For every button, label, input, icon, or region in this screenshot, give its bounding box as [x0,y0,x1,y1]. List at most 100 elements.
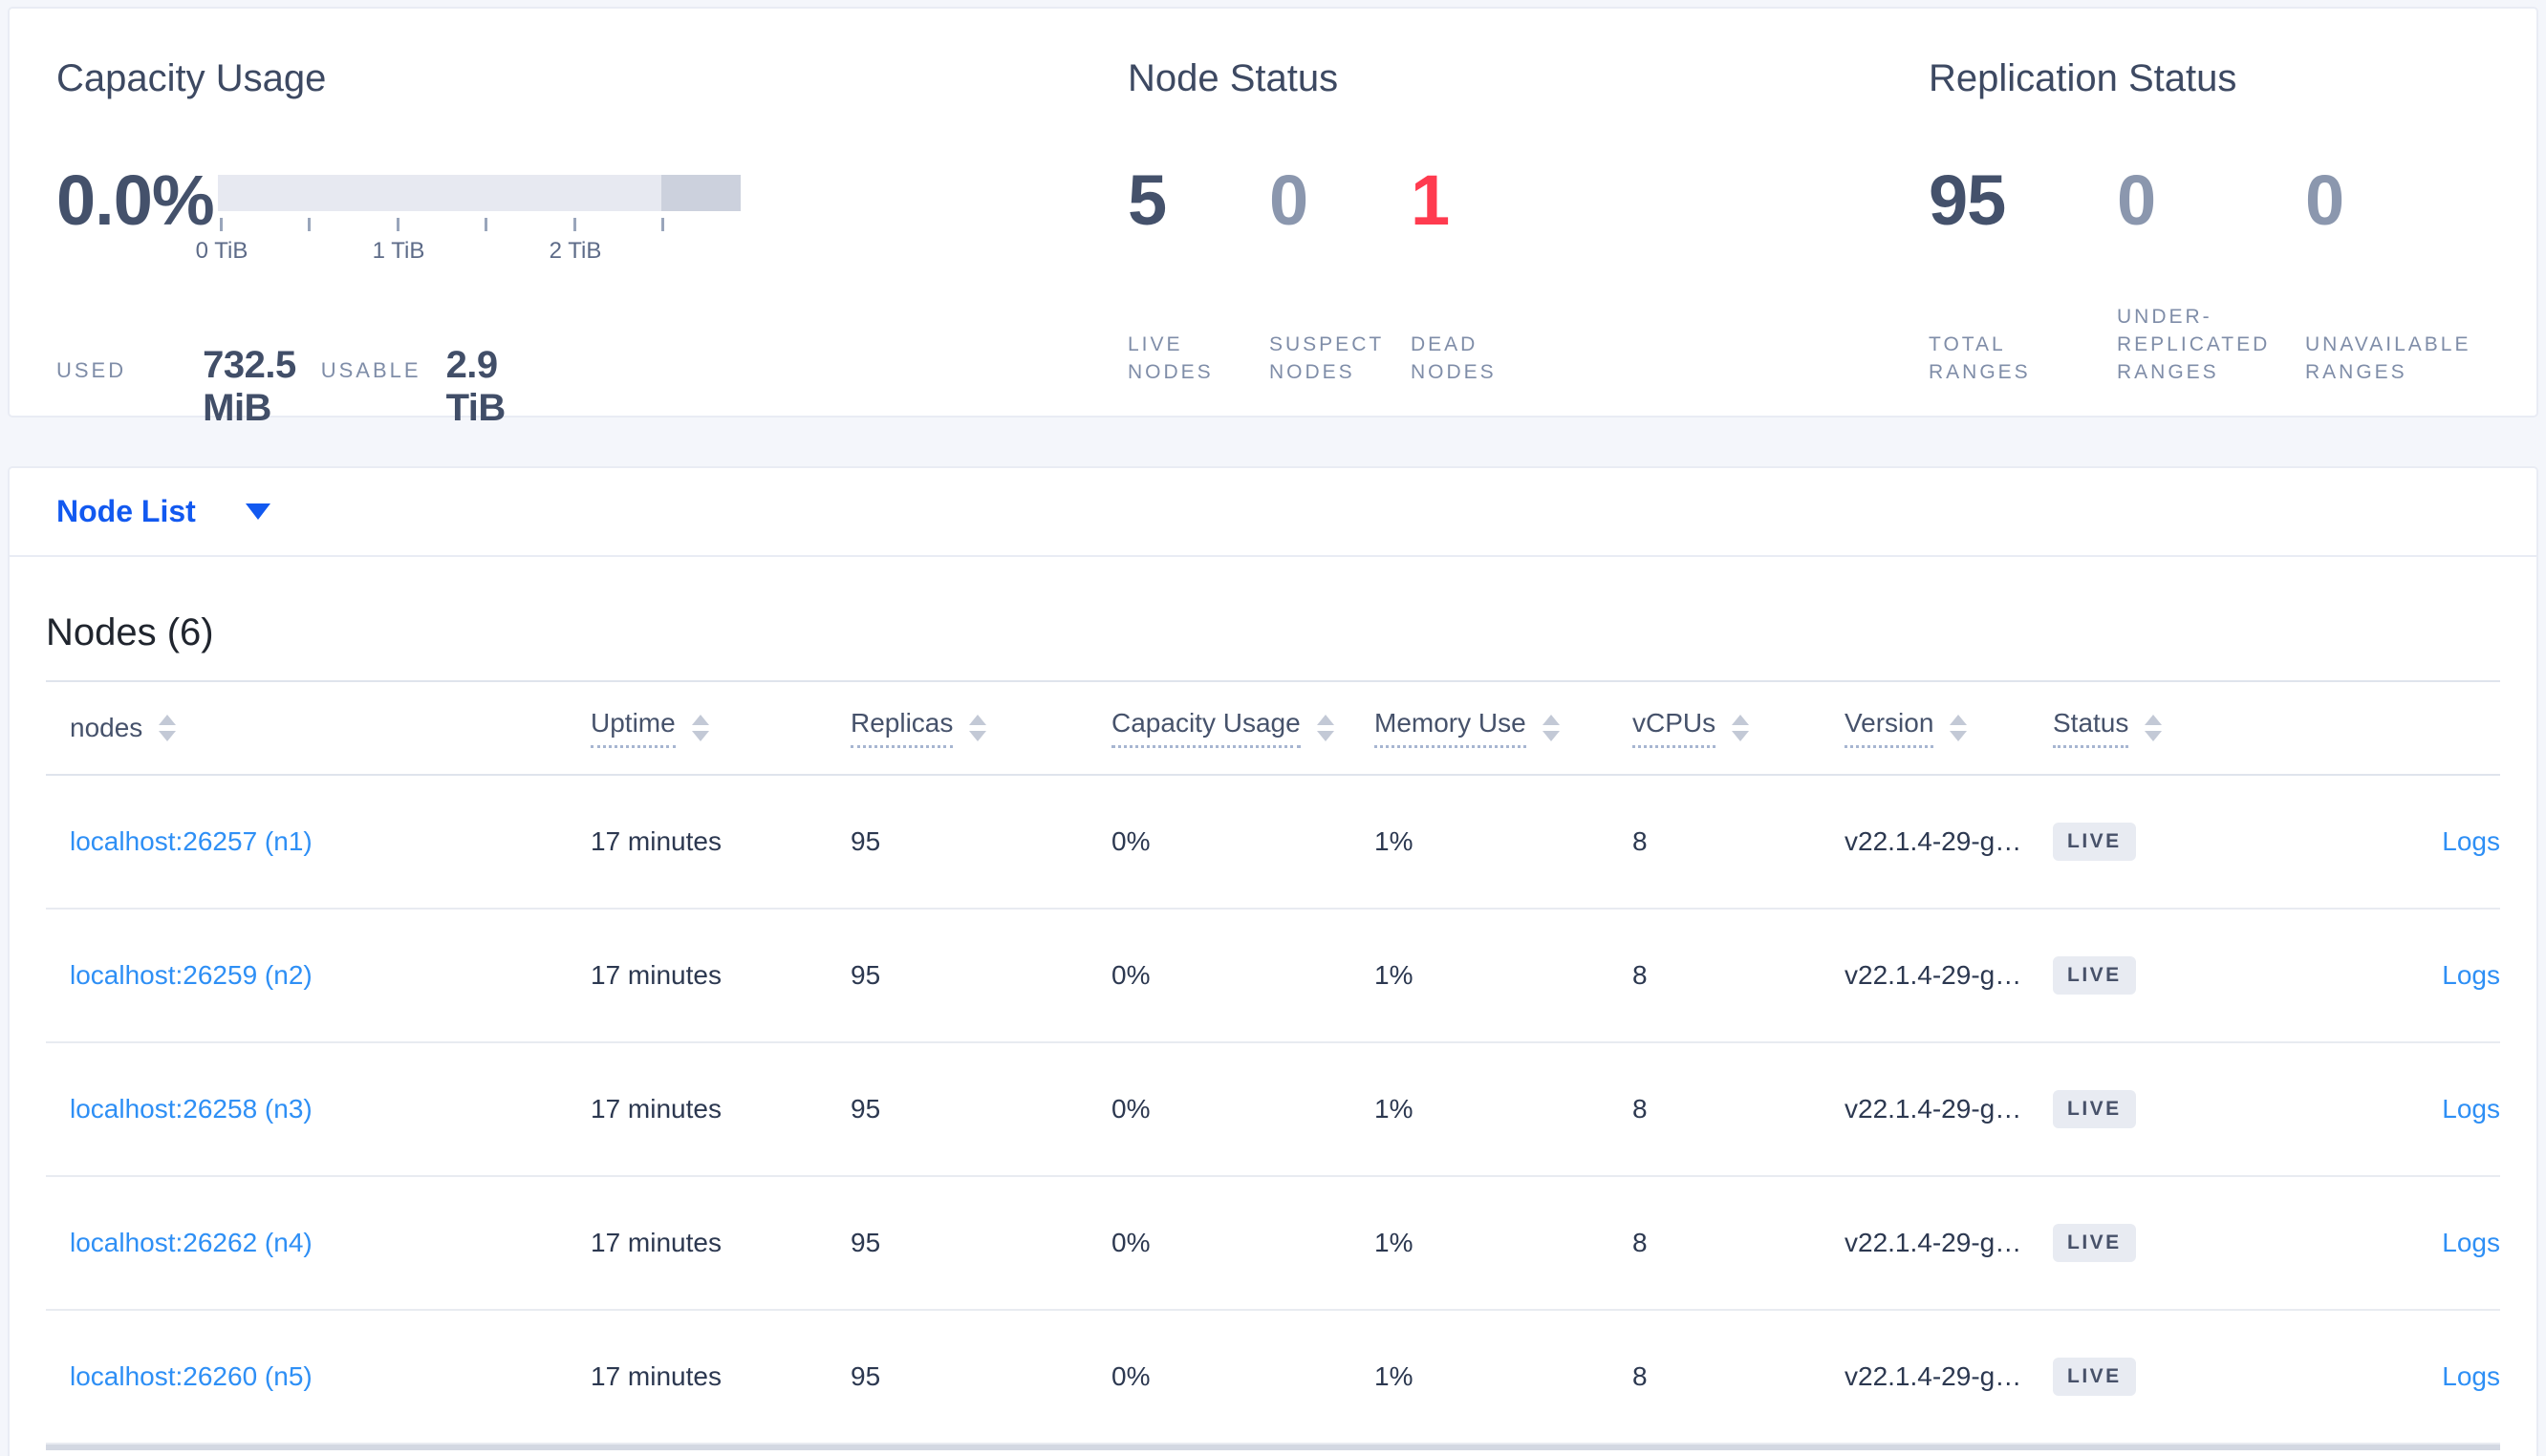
unavailable-ranges-metric: 0 UNAVAILABLE RANGES [2305,164,2493,386]
unavailable-count: 0 [2305,161,2344,240]
capacity-usage-cell: 0% [1111,826,1151,856]
logs-link[interactable]: Logs [2442,1228,2500,1257]
sort-icon[interactable] [969,715,987,741]
version-cell: v22.1.4-29-g… [1845,826,2022,856]
suspect-nodes-label: SUSPECT NODES [1269,333,1384,383]
version-cell: v22.1.4-29-g… [1845,1361,2022,1391]
column-header-uptime[interactable]: Uptime [591,708,851,748]
sort-icon[interactable] [1542,715,1560,741]
memory-use-cell: 1% [1374,826,1413,856]
version-cell: v22.1.4-29-g… [1845,1228,2022,1257]
logs-link[interactable]: Logs [2442,1361,2500,1391]
capacity-bar-usable-segment [218,175,661,211]
status-badge: LIVE [2053,1358,2136,1396]
dead-nodes-label: DEAD NODES [1411,333,1497,383]
table-row: localhost:26262 (n4) 17 minutes 95 0% 1%… [46,1177,2500,1311]
column-header-vcpus[interactable]: vCPUs [1632,708,1845,748]
memory-use-cell: 1% [1374,1094,1413,1124]
status-badge: LIVE [2053,1090,2136,1128]
uptime-cell: 17 minutes [591,960,722,990]
usable-value: 2.9 TiB [445,344,507,429]
vcpus-cell: 8 [1632,1228,1648,1257]
node-address-link[interactable]: localhost:26262 (n4) [70,1228,313,1257]
dead-nodes-metric: 1 DEAD NODES [1411,164,1552,386]
cluster-summary-card: Capacity Usage 0.0% 0 TiB 1 TiB [8,7,2538,429]
node-address-link[interactable]: localhost:26258 (n3) [70,1094,313,1124]
sort-icon[interactable] [1732,715,1750,741]
axis-tick [308,218,311,231]
column-header-replicas[interactable]: Replicas [851,708,1111,748]
table-row: localhost:26258 (n3) 17 minutes 95 0% 1%… [46,1043,2500,1177]
sort-icon[interactable] [2145,715,2163,741]
sort-icon[interactable] [159,715,177,741]
view-selector-label[interactable]: Node List [56,494,196,528]
suspect-nodes-count: 0 [1269,161,1308,240]
replicas-cell: 95 [851,1228,881,1257]
version-cell: v22.1.4-29-g… [1845,1094,2022,1124]
dead-nodes-count: 1 [1411,161,1450,240]
memory-use-cell: 1% [1374,960,1413,990]
usable-label: USABLE [320,358,421,382]
replicas-cell: 95 [851,1094,881,1124]
nodes-table-header: nodes Uptime Replicas Capacity Usage [46,680,2500,776]
vcpus-cell: 8 [1632,1361,1648,1391]
node-address-link[interactable]: localhost:26260 (n5) [70,1361,313,1391]
status-badge: LIVE [2053,1224,2136,1262]
under-replicated-ranges-metric: 0 UNDER-REPLICATED RANGES [2117,164,2305,386]
capacity-usage-cell: 0% [1111,960,1151,990]
replication-status-section: Replication Status 95 TOTAL RANGES 0 UND… [1929,57,2468,383]
sort-icon[interactable] [1950,715,1968,741]
table-bottom-scrollbar[interactable] [46,1445,2500,1450]
axis-tick [397,218,399,231]
capacity-percent-value: 0.0% [56,161,215,240]
capacity-usage-cell: 0% [1111,1361,1151,1391]
sort-icon[interactable] [691,715,709,741]
total-ranges-count: 95 [1929,161,2006,240]
capacity-usage-cell: 0% [1111,1228,1151,1257]
node-status-title: Node Status [1128,57,1339,99]
axis-tick [220,218,223,231]
replicas-cell: 95 [851,1361,881,1391]
sort-icon[interactable] [1316,715,1334,741]
memory-use-cell: 1% [1374,1228,1413,1257]
column-header-capacity-usage[interactable]: Capacity Usage [1111,708,1374,748]
column-header-memory-use[interactable]: Memory Use [1374,708,1632,748]
version-cell: v22.1.4-29-g… [1845,960,2022,990]
used-value: 732.5 MiB [203,344,296,429]
axis-tick [485,218,487,231]
uptime-cell: 17 minutes [591,1094,722,1124]
vcpus-cell: 8 [1632,960,1648,990]
node-address-link[interactable]: localhost:26259 (n2) [70,960,313,990]
used-label: USED [56,358,127,382]
live-nodes-metric: 5 LIVE NODES [1128,164,1269,386]
uptime-cell: 17 minutes [591,1228,722,1257]
uptime-cell: 17 minutes [591,826,722,856]
suspect-nodes-metric: 0 SUSPECT NODES [1269,164,1411,386]
column-header-version[interactable]: Version [1845,708,2053,748]
unavailable-label: UNAVAILABLE RANGES [2305,333,2471,383]
nodes-title: Nodes (6) [46,611,214,653]
nodes-table: nodes Uptime Replicas Capacity Usage [46,680,2500,1450]
view-selector-dropdown[interactable]: Node List [10,468,2536,557]
under-replicated-count: 0 [2117,161,2156,240]
logs-link[interactable]: Logs [2442,826,2500,856]
logs-link[interactable]: Logs [2442,960,2500,990]
axis-tick [661,218,664,231]
logs-link[interactable]: Logs [2442,1094,2500,1124]
under-replicated-label: UNDER-REPLICATED RANGES [2117,306,2271,383]
capacity-usage-bar: 0 TiB 1 TiB 2 TiB [196,175,741,289]
capacity-usage-cell: 0% [1111,1094,1151,1124]
memory-use-cell: 1% [1374,1361,1413,1391]
column-header-nodes[interactable]: nodes [46,714,591,742]
axis-tick [573,218,576,231]
total-ranges-label: TOTAL RANGES [1929,333,2031,383]
nodes-panel: Nodes (6) nodes Uptime Replicas [10,610,2536,1450]
axis-tick-label: 1 TiB [372,238,425,264]
replicas-cell: 95 [851,960,881,990]
status-badge: LIVE [2053,956,2136,995]
axis-tick-label: 0 TiB [195,238,248,264]
table-row: localhost:26257 (n1) 17 minutes 95 0% 1%… [46,776,2500,910]
column-header-status[interactable]: Status [2053,708,2391,748]
node-address-link[interactable]: localhost:26257 (n1) [70,826,313,856]
